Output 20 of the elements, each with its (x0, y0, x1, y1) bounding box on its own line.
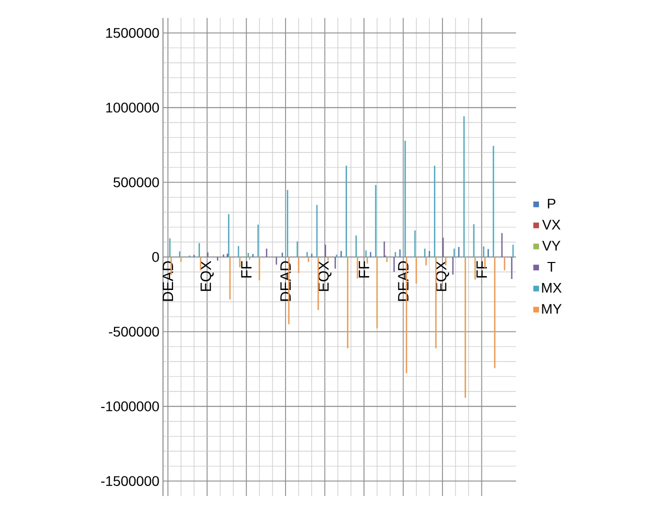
y-tick-label: 500000 (114, 177, 159, 188)
y-tick-label: -1000000 (101, 401, 159, 412)
legend-label: MY (542, 304, 562, 314)
x-tick-label: EQX (318, 260, 332, 291)
legend-label: MX (542, 283, 562, 293)
x-tick-label: FF (241, 261, 252, 278)
x-tick-label: FF (358, 261, 370, 278)
x-tick-label: DEAD (162, 261, 174, 301)
y-tick-label: -1500000 (101, 476, 159, 486)
legend-label: VX (542, 220, 560, 230)
x-tick-label: EQX (200, 260, 214, 291)
legend-label: P (548, 198, 556, 208)
x-tick-label: FF (476, 261, 487, 278)
y-tick-label: -500000 (108, 326, 159, 337)
y-tick-label: 1500000 (106, 28, 159, 38)
legend-label: VY (542, 240, 560, 251)
y-tick-label: 0 (152, 252, 159, 262)
legend-label: T (547, 262, 556, 272)
x-tick-label: DEAD (280, 261, 291, 301)
y-tick-label: 1000000 (106, 102, 159, 113)
